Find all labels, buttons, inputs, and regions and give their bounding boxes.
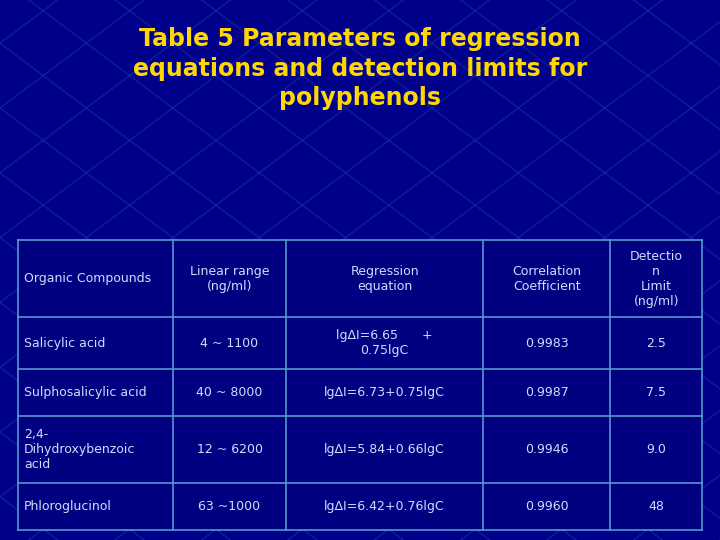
Text: lgΔI=6.73+0.75lgC: lgΔI=6.73+0.75lgC	[324, 386, 445, 399]
Text: 2,4-
Dihydroxybenzoic
acid: 2,4- Dihydroxybenzoic acid	[24, 428, 135, 471]
Bar	[611, 369, 702, 416]
Bar	[611, 416, 702, 483]
Bar	[611, 240, 702, 317]
Bar	[173, 416, 286, 483]
Bar	[286, 317, 483, 369]
Bar	[18, 369, 173, 416]
Text: lgΔI=5.84+0.66lgC: lgΔI=5.84+0.66lgC	[324, 443, 445, 456]
Bar	[286, 369, 483, 416]
Bar	[18, 317, 173, 369]
Bar	[483, 369, 611, 416]
Text: 0.9983: 0.9983	[525, 336, 569, 350]
Text: Phloroglucinol: Phloroglucinol	[24, 500, 112, 513]
Bar	[173, 317, 286, 369]
Bar	[483, 317, 611, 369]
Text: Table 5 Parameters of regression
equations and detection limits for
polyphenols: Table 5 Parameters of regression equatio…	[133, 27, 587, 110]
Text: 4 ~ 1100: 4 ~ 1100	[200, 336, 258, 350]
Text: Salicylic acid: Salicylic acid	[24, 336, 105, 350]
Text: Correlation
Coefficient: Correlation Coefficient	[513, 265, 581, 293]
Bar	[173, 240, 286, 317]
Text: 40 ~ 8000: 40 ~ 8000	[197, 386, 263, 399]
Bar	[286, 483, 483, 530]
Bar	[483, 240, 611, 317]
Text: 0.9987: 0.9987	[525, 386, 569, 399]
Text: lgΔI=6.65      +
0.75lgC: lgΔI=6.65 + 0.75lgC	[336, 329, 433, 357]
Bar	[483, 416, 611, 483]
Text: lgΔI=6.42+0.76lgC: lgΔI=6.42+0.76lgC	[325, 500, 445, 513]
Text: Organic Compounds: Organic Compounds	[24, 272, 151, 285]
Text: 9.0: 9.0	[647, 443, 666, 456]
Bar	[611, 317, 702, 369]
Bar	[173, 483, 286, 530]
Bar	[18, 483, 173, 530]
Bar	[18, 416, 173, 483]
Text: Linear range
(ng/ml): Linear range (ng/ml)	[190, 265, 269, 293]
Bar	[18, 240, 173, 317]
Text: Detectio
n
Limit
(ng/ml): Detectio n Limit (ng/ml)	[630, 249, 683, 308]
Text: Regression
equation: Regression equation	[351, 265, 419, 293]
Text: 48: 48	[648, 500, 664, 513]
Text: 12 ~ 6200: 12 ~ 6200	[197, 443, 263, 456]
Bar	[483, 483, 611, 530]
Bar	[286, 416, 483, 483]
Bar	[286, 240, 483, 317]
Bar	[611, 483, 702, 530]
Text: 0.9946: 0.9946	[525, 443, 569, 456]
Text: 2.5: 2.5	[647, 336, 666, 350]
Text: 0.9960: 0.9960	[525, 500, 569, 513]
Text: 63 ~1000: 63 ~1000	[199, 500, 261, 513]
Bar	[173, 369, 286, 416]
Text: 7.5: 7.5	[646, 386, 666, 399]
Text: Sulphosalicylic acid: Sulphosalicylic acid	[24, 386, 146, 399]
